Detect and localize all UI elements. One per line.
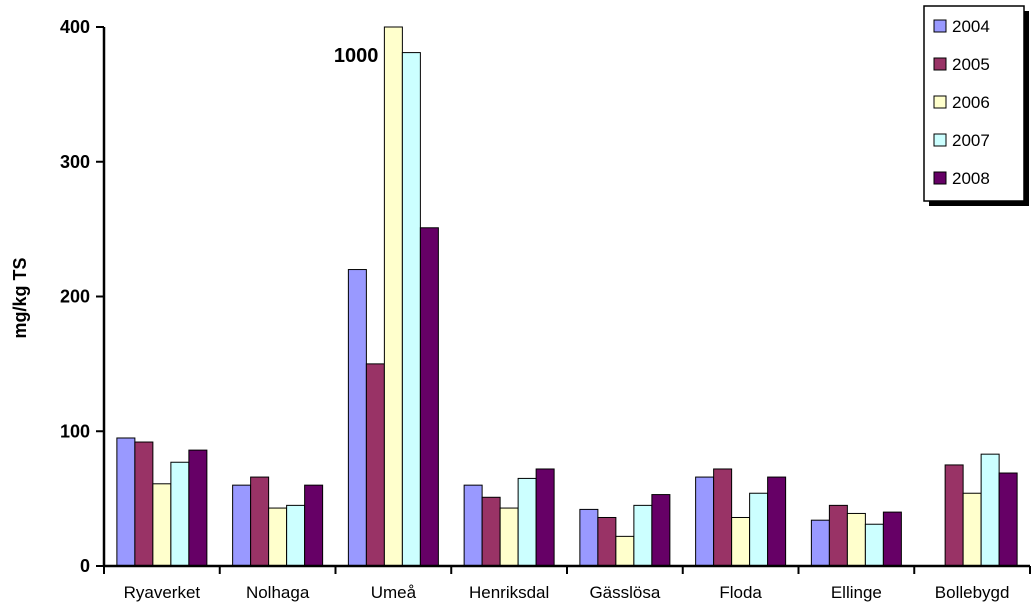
- y-tick-label: 200: [60, 287, 90, 307]
- legend-label-2004: 2004: [952, 17, 990, 36]
- bar-2008-henriksdal: [535, 468, 555, 567]
- legend-swatch-2005: [933, 57, 947, 71]
- bar-2006-umeå: [383, 26, 403, 567]
- legend-swatch-2004: [933, 19, 947, 33]
- bar-2006-henriksdal: [499, 507, 519, 567]
- y-tick-label: 0: [80, 556, 90, 576]
- bar-2007-umeå: [401, 52, 421, 567]
- bar-2005-ryaverket: [134, 441, 154, 567]
- bar-2008-bollebygd: [998, 472, 1018, 567]
- bar-2004-nolhaga: [232, 484, 252, 567]
- bar-2004-gässlösa: [579, 508, 599, 567]
- bar-2007-ellinge: [864, 523, 884, 567]
- bar-2007-floda: [749, 492, 769, 567]
- legend-swatch-2008: [933, 171, 947, 185]
- bar-2008-gässlösa: [651, 494, 671, 567]
- bar-2005-gässlösa: [597, 516, 617, 567]
- bar-2006-ellinge: [846, 512, 866, 567]
- bar-2007-ryaverket: [170, 461, 190, 567]
- bar-2006-gässlösa: [615, 535, 635, 567]
- legend-swatch-2007: [933, 133, 947, 147]
- bar-2008-umeå: [419, 227, 439, 567]
- legend-label-2005: 2005: [952, 55, 990, 74]
- bar-2008-floda: [767, 476, 787, 567]
- category-label: Umeå: [371, 583, 417, 602]
- bar-2006-floda: [731, 516, 751, 567]
- bars: [116, 26, 1018, 567]
- bar-2005-henriksdal: [481, 496, 501, 567]
- bar-2006-bollebygd: [962, 492, 982, 567]
- category-label: Nolhaga: [246, 583, 310, 602]
- category-label: Floda: [719, 583, 762, 602]
- legend: 2004 2005 2006 2007 2008: [923, 5, 1029, 206]
- x-category-labels: Ryaverket Nolhaga Umeå Henriksdal Gässlösa Fl…: [124, 583, 1010, 602]
- bar-2007-gässlösa: [633, 504, 653, 567]
- bar-2008-nolhaga: [304, 484, 324, 567]
- category-label: Bollebygd: [935, 583, 1010, 602]
- bar-2004-umeå: [347, 269, 367, 567]
- bar-2005-ellinge: [828, 504, 848, 567]
- legend-swatch-2006: [933, 95, 947, 109]
- bar-2006-nolhaga: [268, 507, 288, 567]
- bar-2004-ryaverket: [116, 437, 136, 567]
- bar-2007-henriksdal: [517, 477, 537, 567]
- bar-2005-bollebygd: [944, 464, 964, 567]
- bar-2008-ryaverket: [188, 449, 208, 567]
- y-tick-label: 100: [60, 421, 90, 441]
- legend-label-2007: 2007: [952, 131, 990, 150]
- bar-2007-nolhaga: [286, 504, 306, 567]
- bar-2008-ellinge: [882, 511, 902, 567]
- legend-label-2008: 2008: [952, 169, 990, 188]
- bar-2004-ellinge: [810, 519, 830, 567]
- bar-2004-henriksdal: [463, 484, 483, 567]
- y-axis-label: mg/kg TS: [10, 257, 30, 338]
- bar-2005-nolhaga: [250, 476, 270, 567]
- bar-2007-bollebygd: [980, 453, 1000, 567]
- category-label: Ellinge: [831, 583, 882, 602]
- y-tick-label: 400: [60, 17, 90, 37]
- category-label: Gässlösa: [589, 583, 660, 602]
- category-label: Ryaverket: [124, 583, 201, 602]
- legend-label-2006: 2006: [952, 93, 990, 112]
- bar-2006-ryaverket: [152, 483, 172, 567]
- category-label: Henriksdal: [469, 583, 549, 602]
- y-tick-labels: 0 100 200 300 400: [60, 17, 90, 576]
- y-tick-label: 300: [60, 152, 90, 172]
- overflow-annotation: 1000: [334, 45, 379, 67]
- axes: [96, 26, 1031, 574]
- bar-2005-umeå: [365, 363, 385, 567]
- bar-2004-floda: [695, 476, 715, 567]
- bar-2005-floda: [713, 468, 733, 567]
